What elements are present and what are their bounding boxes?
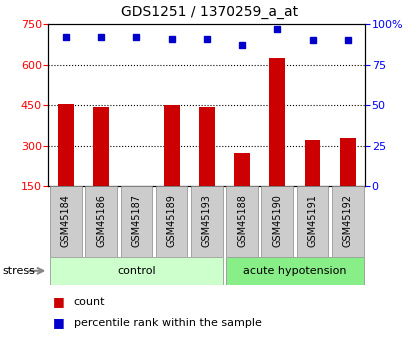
Text: GSM45186: GSM45186 [96, 194, 106, 247]
Bar [304, 140, 320, 186]
Bar [93, 107, 109, 186]
Bar [121, 186, 152, 257]
Text: ■: ■ [52, 295, 64, 308]
Text: GSM45187: GSM45187 [131, 194, 142, 247]
Text: GSM45192: GSM45192 [343, 194, 353, 247]
Text: GSM45193: GSM45193 [202, 194, 212, 247]
Text: control: control [117, 266, 156, 276]
Bar [50, 257, 223, 285]
Bar [191, 186, 223, 257]
Bar [332, 186, 364, 257]
Bar [226, 257, 364, 285]
Text: ■: ■ [52, 316, 64, 329]
Bar [226, 186, 258, 257]
Text: GSM45188: GSM45188 [237, 194, 247, 247]
Text: stress: stress [2, 266, 35, 276]
Bar [156, 186, 187, 257]
Bar [269, 58, 285, 186]
Bar [50, 186, 82, 257]
Text: percentile rank within the sample: percentile rank within the sample [74, 318, 261, 327]
Bar [340, 138, 356, 186]
Bar [297, 186, 328, 257]
Bar [262, 186, 293, 257]
Text: GSM45191: GSM45191 [307, 194, 318, 247]
Bar [164, 105, 179, 186]
Text: acute hypotension: acute hypotension [243, 266, 346, 276]
Bar [199, 107, 215, 186]
Bar [85, 186, 117, 257]
Bar [234, 152, 250, 186]
Bar [58, 104, 74, 186]
Text: GSM45184: GSM45184 [61, 194, 71, 247]
Text: GDS1251 / 1370259_a_at: GDS1251 / 1370259_a_at [121, 5, 299, 19]
Text: count: count [74, 297, 105, 307]
Text: GSM45190: GSM45190 [272, 194, 282, 247]
Text: GSM45189: GSM45189 [167, 194, 177, 247]
